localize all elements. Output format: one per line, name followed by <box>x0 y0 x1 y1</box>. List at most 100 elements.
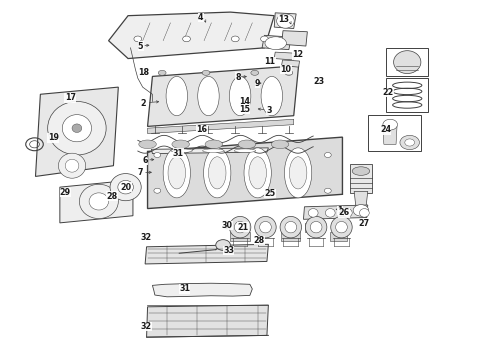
Ellipse shape <box>285 148 312 198</box>
Polygon shape <box>151 148 269 154</box>
Text: 14: 14 <box>239 97 250 106</box>
Text: 31: 31 <box>179 284 190 293</box>
Text: 12: 12 <box>293 50 303 59</box>
Ellipse shape <box>168 157 186 189</box>
Text: 5: 5 <box>138 41 143 50</box>
Ellipse shape <box>118 180 133 194</box>
Text: 9: 9 <box>255 79 260 88</box>
Text: 30: 30 <box>221 221 233 230</box>
Ellipse shape <box>393 51 421 73</box>
Ellipse shape <box>203 148 231 198</box>
Polygon shape <box>350 164 372 193</box>
Ellipse shape <box>234 221 246 233</box>
Ellipse shape <box>202 70 210 75</box>
Ellipse shape <box>208 157 226 189</box>
Polygon shape <box>282 60 299 67</box>
Text: 2: 2 <box>140 99 146 108</box>
Text: 1: 1 <box>337 206 343 215</box>
Polygon shape <box>147 119 294 134</box>
Text: 32: 32 <box>140 322 151 331</box>
Text: 24: 24 <box>380 126 391 135</box>
Text: 11: 11 <box>265 57 275 66</box>
Ellipse shape <box>255 216 276 238</box>
Text: 18: 18 <box>138 68 149 77</box>
Ellipse shape <box>216 240 230 250</box>
Polygon shape <box>230 232 250 241</box>
Ellipse shape <box>163 148 191 198</box>
Ellipse shape <box>260 221 271 233</box>
Ellipse shape <box>154 153 161 157</box>
Polygon shape <box>274 52 294 60</box>
Text: 21: 21 <box>238 222 249 231</box>
Ellipse shape <box>171 149 193 153</box>
Text: 17: 17 <box>65 93 76 102</box>
Ellipse shape <box>183 36 191 42</box>
Polygon shape <box>145 244 269 264</box>
Ellipse shape <box>172 140 190 149</box>
Polygon shape <box>386 48 428 76</box>
Polygon shape <box>35 87 118 176</box>
Ellipse shape <box>324 153 331 157</box>
Text: 7: 7 <box>138 168 143 177</box>
Text: 6: 6 <box>143 156 148 165</box>
Ellipse shape <box>285 70 293 75</box>
Ellipse shape <box>331 216 352 238</box>
Ellipse shape <box>234 149 256 153</box>
Text: 28: 28 <box>254 236 265 245</box>
Ellipse shape <box>400 135 419 150</box>
Text: 3: 3 <box>266 106 272 115</box>
Ellipse shape <box>343 208 352 217</box>
Text: 29: 29 <box>60 188 71 197</box>
Ellipse shape <box>198 76 219 116</box>
Ellipse shape <box>62 114 92 142</box>
Text: 15: 15 <box>239 105 250 114</box>
Ellipse shape <box>405 139 415 146</box>
Ellipse shape <box>134 36 142 42</box>
Text: 4: 4 <box>198 13 203 22</box>
Ellipse shape <box>308 208 318 217</box>
Ellipse shape <box>249 157 267 189</box>
Ellipse shape <box>353 204 369 216</box>
Text: 31: 31 <box>173 149 184 158</box>
Ellipse shape <box>58 153 86 178</box>
Ellipse shape <box>229 216 251 238</box>
Text: 27: 27 <box>358 219 369 228</box>
Text: 23: 23 <box>313 77 324 86</box>
Ellipse shape <box>110 174 141 201</box>
Ellipse shape <box>271 140 289 149</box>
Polygon shape <box>281 232 299 241</box>
Text: 26: 26 <box>339 208 350 217</box>
Bar <box>368 115 421 151</box>
Text: 25: 25 <box>265 189 275 198</box>
Polygon shape <box>383 126 397 144</box>
Polygon shape <box>330 232 347 241</box>
Ellipse shape <box>261 76 283 116</box>
Polygon shape <box>282 31 307 46</box>
Ellipse shape <box>352 167 370 175</box>
Text: 20: 20 <box>121 183 132 192</box>
Polygon shape <box>147 66 298 126</box>
Text: 32: 32 <box>140 233 151 242</box>
Ellipse shape <box>324 188 331 193</box>
Ellipse shape <box>289 157 307 189</box>
Ellipse shape <box>205 140 222 149</box>
Ellipse shape <box>158 70 166 75</box>
Ellipse shape <box>229 76 251 116</box>
Bar <box>386 78 428 112</box>
Ellipse shape <box>72 124 82 132</box>
Text: 28: 28 <box>106 192 118 201</box>
Polygon shape <box>60 180 133 223</box>
Ellipse shape <box>310 221 322 233</box>
Polygon shape <box>147 137 343 208</box>
Ellipse shape <box>202 149 224 153</box>
Polygon shape <box>262 35 291 50</box>
Ellipse shape <box>231 36 239 42</box>
Ellipse shape <box>265 37 287 50</box>
Text: 10: 10 <box>280 65 291 74</box>
Ellipse shape <box>238 140 256 149</box>
Polygon shape <box>354 192 368 208</box>
Text: 16: 16 <box>196 126 207 135</box>
Polygon shape <box>152 283 252 297</box>
Polygon shape <box>256 223 274 232</box>
Ellipse shape <box>285 221 296 233</box>
